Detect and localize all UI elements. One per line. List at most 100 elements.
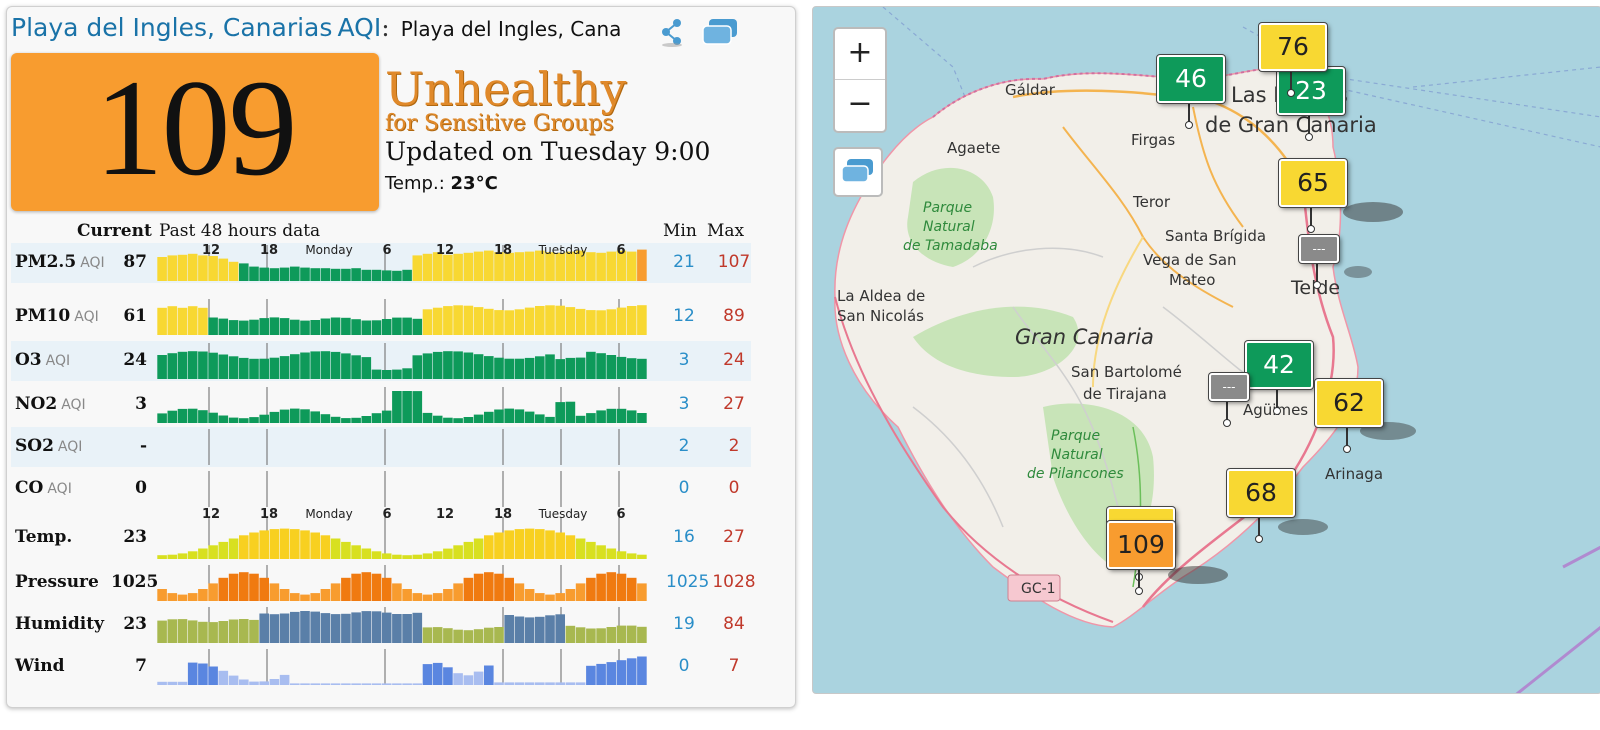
- station-marker[interactable]: 65: [1279, 159, 1347, 207]
- spark-bar: [606, 251, 617, 281]
- station-marker[interactable]: ---: [1209, 373, 1249, 401]
- spark-bar: [535, 306, 545, 335]
- row-current: 24: [123, 350, 147, 370]
- spark-bar: [606, 662, 617, 685]
- spark-bar: [504, 615, 514, 643]
- aqi-value-box: 109: [11, 53, 379, 211]
- spark-bar: [177, 254, 188, 281]
- spark-bar: [637, 554, 647, 559]
- map-park-label: de Tamadaba: [903, 238, 998, 254]
- spark-bar: [228, 538, 239, 559]
- spark-bar: [422, 353, 433, 379]
- marker-pin-head: [1313, 281, 1321, 289]
- spark-bar: [494, 532, 504, 559]
- station-subtitle: Playa del Ingles, Cana: [400, 17, 622, 41]
- spark-bar: [555, 532, 565, 559]
- spark-bar: [392, 614, 402, 643]
- station-marker[interactable]: 46: [1157, 55, 1225, 103]
- spark-bar: [473, 414, 484, 423]
- station-marker[interactable]: 76: [1259, 23, 1327, 71]
- spark-bar: [596, 310, 606, 335]
- spark-bar: [555, 593, 565, 601]
- table-row: PM10 AQI 61 12 89: [11, 297, 751, 337]
- spark-bar: [259, 577, 269, 601]
- spark-bar: [453, 253, 463, 281]
- spark-bar: [422, 553, 433, 559]
- row-unit: AQI: [45, 353, 71, 369]
- map-park-label: de Pilancones: [1027, 466, 1124, 482]
- spark-bar: [432, 351, 443, 379]
- spark-bar: [626, 251, 637, 281]
- row-min: 21: [673, 252, 695, 272]
- spark-bar: [453, 545, 463, 559]
- spark-bar: [279, 267, 290, 281]
- spark-bar: [341, 418, 351, 423]
- spark-bar: [596, 573, 606, 601]
- marker-pin-head: [1273, 407, 1281, 415]
- station-marker[interactable]: 42: [1245, 341, 1313, 389]
- spark-bar: [463, 541, 474, 559]
- marker-pin-head: [1255, 535, 1263, 543]
- station-marker[interactable]: 68: [1227, 469, 1295, 517]
- spark-bar: [228, 356, 239, 379]
- spark-bar: [157, 620, 167, 643]
- spark-bar: [208, 317, 218, 335]
- spark-bar: [290, 529, 300, 559]
- marker-pin-head: [1287, 89, 1295, 97]
- spark-bar: [187, 551, 198, 559]
- station-city-link[interactable]: Playa del Ingles, Canarias: [11, 13, 333, 42]
- spark-bar: [565, 589, 576, 601]
- axis-tick-label: Tuesday: [538, 243, 588, 257]
- table-row: NO2 AQI 3 3 27: [11, 385, 751, 425]
- spark-bar: [341, 317, 351, 335]
- spark-bar: [371, 683, 382, 685]
- zoom-out-button[interactable]: −: [847, 86, 873, 121]
- widget-icon[interactable]: [701, 17, 739, 47]
- spark-bar: [524, 528, 535, 559]
- marker-pin: [1290, 67, 1292, 91]
- spark-bar: [392, 270, 402, 281]
- station-marker[interactable]: ---: [1299, 235, 1339, 263]
- sparkline-humidity: [157, 607, 647, 643]
- spark-bar: [565, 535, 576, 559]
- spark-bar: [637, 626, 647, 643]
- spark-bar: [555, 614, 565, 643]
- station-marker[interactable]: 62: [1315, 379, 1383, 427]
- spark-bar: [300, 683, 310, 685]
- row-label: PM10 AQI: [15, 306, 99, 326]
- spark-bar: [494, 310, 504, 335]
- share-icon[interactable]: [659, 17, 685, 47]
- spark-bar: [626, 553, 637, 559]
- spark-bar: [177, 594, 188, 601]
- spark-bar: [361, 416, 372, 423]
- spark-bar: [381, 370, 392, 379]
- row-label: O3 AQI: [15, 350, 70, 370]
- spark-bar: [381, 270, 392, 281]
- spark-bar: [187, 620, 198, 643]
- layers-button[interactable]: [833, 147, 883, 197]
- spark-bar: [300, 352, 310, 379]
- spark-bar: [320, 414, 331, 423]
- marker-pin-head: [1223, 419, 1231, 427]
- spark-bar: [341, 577, 351, 601]
- spark-bar: [637, 656, 647, 685]
- zoom-in-button[interactable]: +: [847, 35, 873, 70]
- spark-bar: [198, 351, 208, 379]
- spark-bar: [473, 354, 484, 379]
- spark-bar: [606, 309, 617, 335]
- marker-pin: [1316, 259, 1318, 283]
- spark-bar: [545, 615, 555, 643]
- spark-bar: [596, 628, 606, 643]
- axis-tick-label: 6: [382, 243, 392, 258]
- station-marker[interactable]: 109: [1107, 521, 1175, 569]
- aqi-level-main: Unhealthy: [385, 62, 627, 116]
- spark-bar: [626, 306, 637, 335]
- row-label-text: Humidity: [15, 614, 104, 634]
- spark-bar: [239, 572, 249, 601]
- spark-bar: [484, 627, 494, 643]
- spark-bar: [187, 253, 198, 281]
- station-marker[interactable]: 23: [1277, 67, 1345, 115]
- spark-bar: [228, 619, 239, 643]
- spark-bar: [300, 594, 310, 601]
